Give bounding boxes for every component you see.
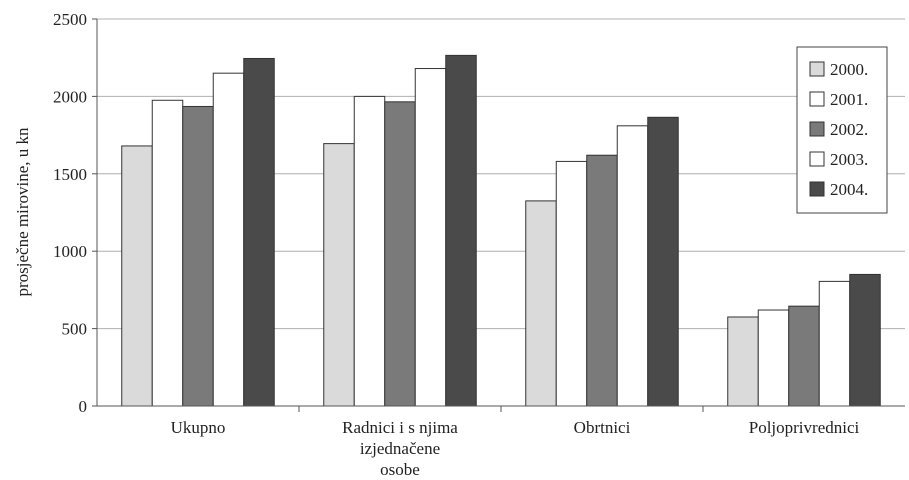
- bar: [384, 101, 416, 407]
- legend-label: 2004.: [830, 180, 868, 199]
- legend-label: 2002.: [830, 120, 868, 139]
- y-tick-label: 2000: [53, 87, 87, 106]
- y-tick-label: 500: [62, 320, 88, 339]
- category-label: Ukupno: [171, 418, 226, 437]
- category-label: osobe: [380, 460, 420, 479]
- legend-swatch: [809, 91, 825, 107]
- bar: [788, 305, 820, 407]
- bar: [323, 143, 355, 407]
- legend-swatch: [809, 61, 825, 77]
- y-tick-label: 2500: [53, 10, 87, 29]
- bar: [818, 280, 851, 407]
- bar: [757, 309, 790, 407]
- bar: [727, 316, 759, 407]
- category-label: Poljoprivrednici: [749, 418, 860, 437]
- category-labels: Ukupno Radnici i s njima izjednačene osobe O…: [171, 418, 860, 479]
- bar: [121, 145, 153, 407]
- bar: [445, 54, 477, 407]
- legend-swatch: [809, 151, 825, 167]
- y-tick-label: 1000: [53, 242, 87, 261]
- bar: [353, 95, 386, 407]
- bar: [414, 68, 447, 407]
- category-label: Radnici i s njima: [342, 418, 458, 437]
- category-label: Obrtnici: [574, 418, 631, 437]
- y-tick-label: 1500: [53, 165, 87, 184]
- bar: [151, 99, 184, 407]
- legend-label: 2000.: [830, 60, 868, 79]
- legend-label: 2001.: [830, 90, 868, 109]
- bar: [647, 116, 679, 407]
- y-tick-label: 0: [79, 397, 88, 416]
- legend-swatch: [809, 181, 825, 197]
- bar: [182, 105, 214, 407]
- bar: [616, 125, 649, 407]
- axes-group: [92, 18, 905, 412]
- bar: [212, 72, 245, 407]
- legend: 2000. 2001. 2002. 2003. 2004.: [796, 46, 888, 214]
- legend-swatch: [809, 121, 825, 137]
- bar: [243, 57, 275, 407]
- bar: [586, 154, 618, 407]
- category-label: izjednačene: [360, 439, 440, 458]
- legend-label: 2003.: [830, 150, 868, 169]
- bar: [849, 273, 881, 407]
- y-axis-title: prosječne mirovine, u kn: [13, 127, 32, 297]
- bar: [555, 160, 588, 407]
- y-tick-labels: 0 500 1000 1500 2000 2500: [53, 10, 87, 416]
- bars-group: [121, 54, 881, 407]
- bar: [525, 200, 557, 407]
